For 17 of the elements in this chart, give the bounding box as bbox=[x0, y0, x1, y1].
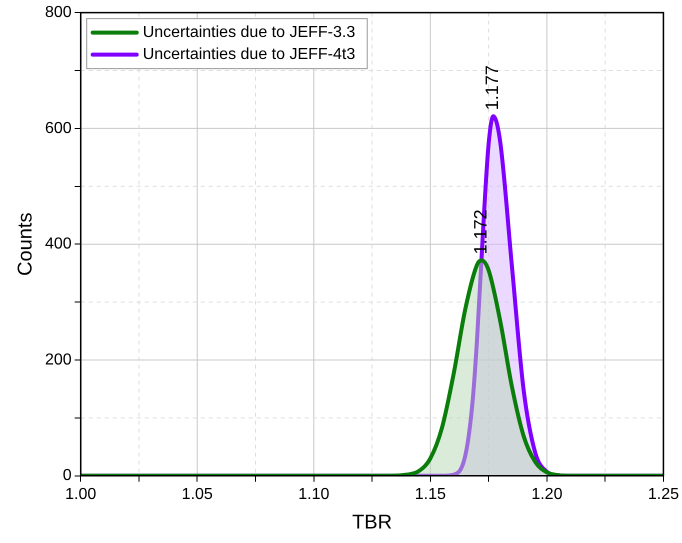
legend-label: Uncertainties due to JEFF-4t3 bbox=[142, 46, 356, 64]
y-tick-label: 800 bbox=[44, 4, 72, 22]
y-tick-label: 400 bbox=[44, 236, 72, 253]
annotation: 1.177 bbox=[482, 65, 502, 110]
y-tick-label: 600 bbox=[44, 120, 72, 137]
x-tick-label: 1.10 bbox=[298, 486, 330, 503]
y-axis-title: Counts bbox=[14, 212, 37, 276]
x-axis-title: TBR bbox=[352, 512, 392, 534]
y-tick-label: 200 bbox=[44, 351, 72, 368]
x-tick-label: 1.05 bbox=[182, 486, 213, 503]
x-tick-label: 1.25 bbox=[648, 486, 680, 503]
x-tick-label: 1.20 bbox=[531, 486, 563, 503]
x-tick-label: 1.00 bbox=[65, 486, 96, 503]
y-tick-label: 0 bbox=[62, 467, 72, 484]
annotation: 1.172 bbox=[470, 209, 491, 254]
legend-label: Uncertainties due to JEFF-3.3 bbox=[142, 24, 356, 42]
x-tick-label: 1.15 bbox=[414, 486, 446, 503]
